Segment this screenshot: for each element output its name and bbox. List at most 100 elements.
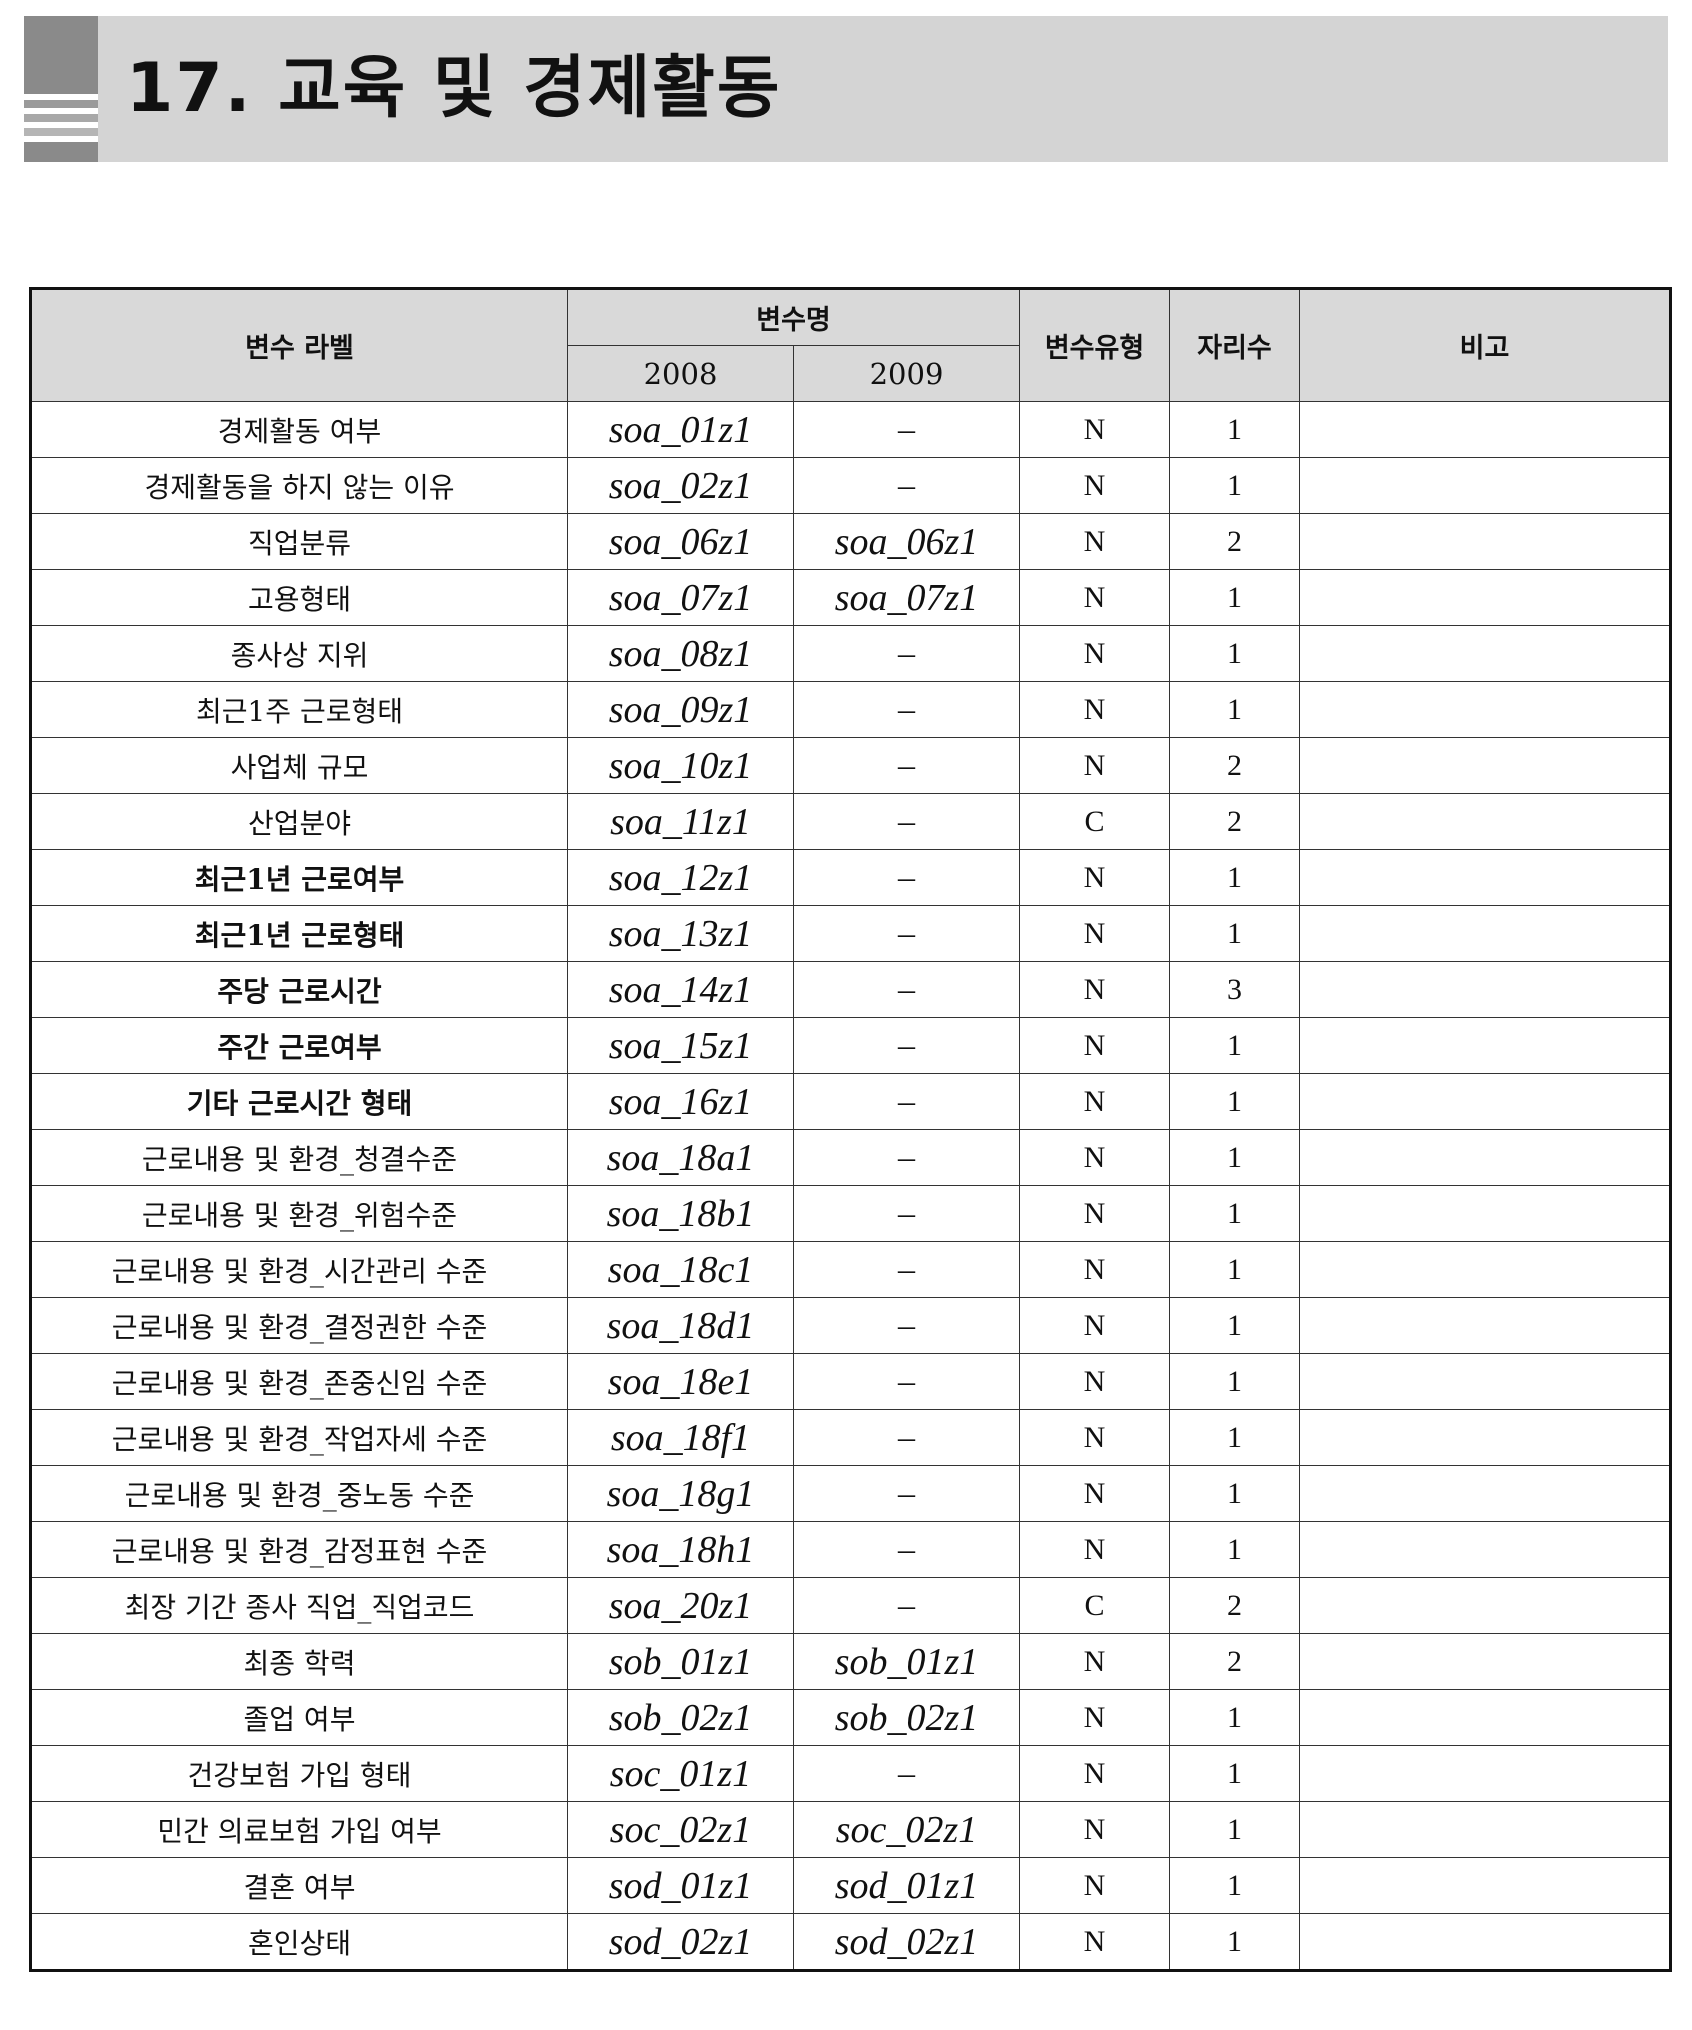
cell-note [1299, 1633, 1671, 1690]
cell-label: 산업분야 [30, 793, 568, 850]
cell-note [1299, 1801, 1671, 1858]
cell-var-2009: sod_01z1 [793, 1857, 1020, 1914]
cell-var-2008: soa_18d1 [567, 1297, 794, 1354]
cell-var-2008: soa_07z1 [567, 569, 794, 626]
cell-label: 근로내용 및 환경_감정표현 수준 [30, 1521, 568, 1578]
table-row: 혼인상태 sod_02z1 sod_02z1 N 1 [30, 1913, 1671, 1971]
cell-var-2008: soa_18e1 [567, 1353, 794, 1410]
cell-note [1299, 961, 1671, 1018]
cell-label: 졸업 여부 [30, 1689, 568, 1746]
cell-type: N [1019, 1633, 1170, 1690]
cell-var-2009: – [793, 1297, 1020, 1354]
cell-var-2008: soc_02z1 [567, 1801, 794, 1858]
cell-var-2008: soa_18a1 [567, 1129, 794, 1186]
cell-var-2009: – [793, 737, 1020, 794]
table-row: 근로내용 및 환경_감정표현 수준 soa_18h1– N 1 [30, 1521, 1671, 1578]
cell-note [1299, 401, 1671, 458]
cell-digits: 3 [1169, 961, 1300, 1018]
table-row: 최장 기간 종사 직업_직업코드 soa_20z1– C 2 [30, 1577, 1671, 1634]
cell-type: N [1019, 569, 1170, 626]
cell-type: N [1019, 1745, 1170, 1802]
cell-digits: 1 [1169, 1353, 1300, 1410]
cell-note [1299, 1577, 1671, 1634]
cell-var-2008: soa_13z1 [567, 905, 794, 962]
cell-digits: 1 [1169, 569, 1300, 626]
table-row: 근로내용 및 환경_시간관리 수준 soa_18c1– N 1 [30, 1241, 1671, 1298]
cell-note [1299, 681, 1671, 738]
cell-type: N [1019, 1689, 1170, 1746]
header-row-years: 2008 2009 [31, 345, 1671, 402]
cell-var-2008: soa_01z1 [567, 401, 794, 458]
header-digits: 자리수 [1169, 288, 1300, 402]
cell-label: 기타 근로시간 형태 [30, 1073, 568, 1130]
header-note: 비고 [1299, 288, 1671, 402]
cell-type: N [1019, 905, 1170, 962]
cell-note [1299, 1353, 1671, 1410]
cell-label: 사업체 규모 [30, 737, 568, 794]
cell-type: N [1019, 961, 1170, 1018]
cell-label: 근로내용 및 환경_시간관리 수준 [30, 1241, 568, 1298]
cell-type: N [1019, 681, 1170, 738]
cell-type: C [1019, 1577, 1170, 1634]
cell-digits: 1 [1169, 1857, 1300, 1914]
cell-var-2009: – [793, 961, 1020, 1018]
cell-digits: 1 [1169, 1521, 1300, 1578]
table-row: 최근1년 근로여부 soa_12z1– N 1 [30, 849, 1671, 906]
cell-note [1299, 1297, 1671, 1354]
cell-var-2008: soa_16z1 [567, 1073, 794, 1130]
cell-var-2008: soa_08z1 [567, 625, 794, 682]
cell-type: N [1019, 1017, 1170, 1074]
cell-var-2008: soa_14z1 [567, 961, 794, 1018]
cell-note [1299, 849, 1671, 906]
cell-label: 최근1년 근로형태 [30, 905, 568, 962]
table-row: 건강보험 가입 형태 soc_01z1– N 1 [30, 1745, 1671, 1802]
cell-var-2008: soa_18g1 [567, 1465, 794, 1522]
cell-var-2009: – [793, 1129, 1020, 1186]
table-row: 근로내용 및 환경_존중신임 수준 soa_18e1– N 1 [30, 1353, 1671, 1410]
table-row: 근로내용 및 환경_작업자세 수준 soa_18f1– N 1 [30, 1409, 1671, 1466]
cell-var-2009: – [793, 1241, 1020, 1298]
cell-note [1299, 1129, 1671, 1186]
cell-label: 최근1주 근로형태 [30, 681, 568, 738]
cell-var-2008: soa_06z1 [567, 513, 794, 570]
table-row: 기타 근로시간 형태 soa_16z1– N 1 [30, 1073, 1671, 1130]
cell-digits: 2 [1169, 793, 1300, 850]
table-row: 사업체 규모 soa_10z1– N 2 [30, 737, 1671, 794]
cell-digits: 1 [1169, 905, 1300, 962]
cell-var-2009: sod_02z1 [793, 1913, 1020, 1971]
cell-var-2008: sod_02z1 [567, 1913, 794, 1971]
cell-var-2008: soa_18f1 [567, 1409, 794, 1466]
cell-type: N [1019, 1241, 1170, 1298]
cell-var-2009: – [793, 849, 1020, 906]
cell-type: N [1019, 1521, 1170, 1578]
cell-label: 최장 기간 종사 직업_직업코드 [30, 1577, 568, 1634]
cell-type: C [1019, 793, 1170, 850]
cell-var-2008: soa_20z1 [567, 1577, 794, 1634]
cell-digits: 1 [1169, 1129, 1300, 1186]
cell-var-2009: – [793, 681, 1020, 738]
table-row: 직업분류 soa_06z1 soa_06z1 N 2 [30, 513, 1671, 570]
cell-var-2009: – [793, 1185, 1020, 1242]
cell-label: 민간 의료보험 가입 여부 [30, 1801, 568, 1858]
cell-var-2009: soa_07z1 [793, 569, 1020, 626]
cell-var-2008: soa_15z1 [567, 1017, 794, 1074]
table-row: 고용형태 soa_07z1 soa_07z1 N 1 [30, 569, 1671, 626]
cell-label: 주당 근로시간 [30, 961, 568, 1018]
cell-var-2009: sob_01z1 [793, 1633, 1020, 1690]
cell-var-2009: – [793, 1465, 1020, 1522]
cell-label: 건강보험 가입 형태 [30, 1745, 568, 1802]
cell-note [1299, 1689, 1671, 1746]
header-year-2008: 2008 [567, 345, 794, 402]
cell-digits: 1 [1169, 1073, 1300, 1130]
cell-var-2008: sod_01z1 [567, 1857, 794, 1914]
cell-note [1299, 737, 1671, 794]
cell-var-2009: – [793, 1521, 1020, 1578]
cell-type: N [1019, 457, 1170, 514]
cell-type: N [1019, 1185, 1170, 1242]
table-row: 산업분야 soa_11z1– C 2 [30, 793, 1671, 850]
banner-stripe-mark [24, 16, 98, 162]
cell-var-2009: – [793, 457, 1020, 514]
cell-digits: 1 [1169, 1017, 1300, 1074]
cell-label: 직업분류 [30, 513, 568, 570]
cell-digits: 1 [1169, 849, 1300, 906]
